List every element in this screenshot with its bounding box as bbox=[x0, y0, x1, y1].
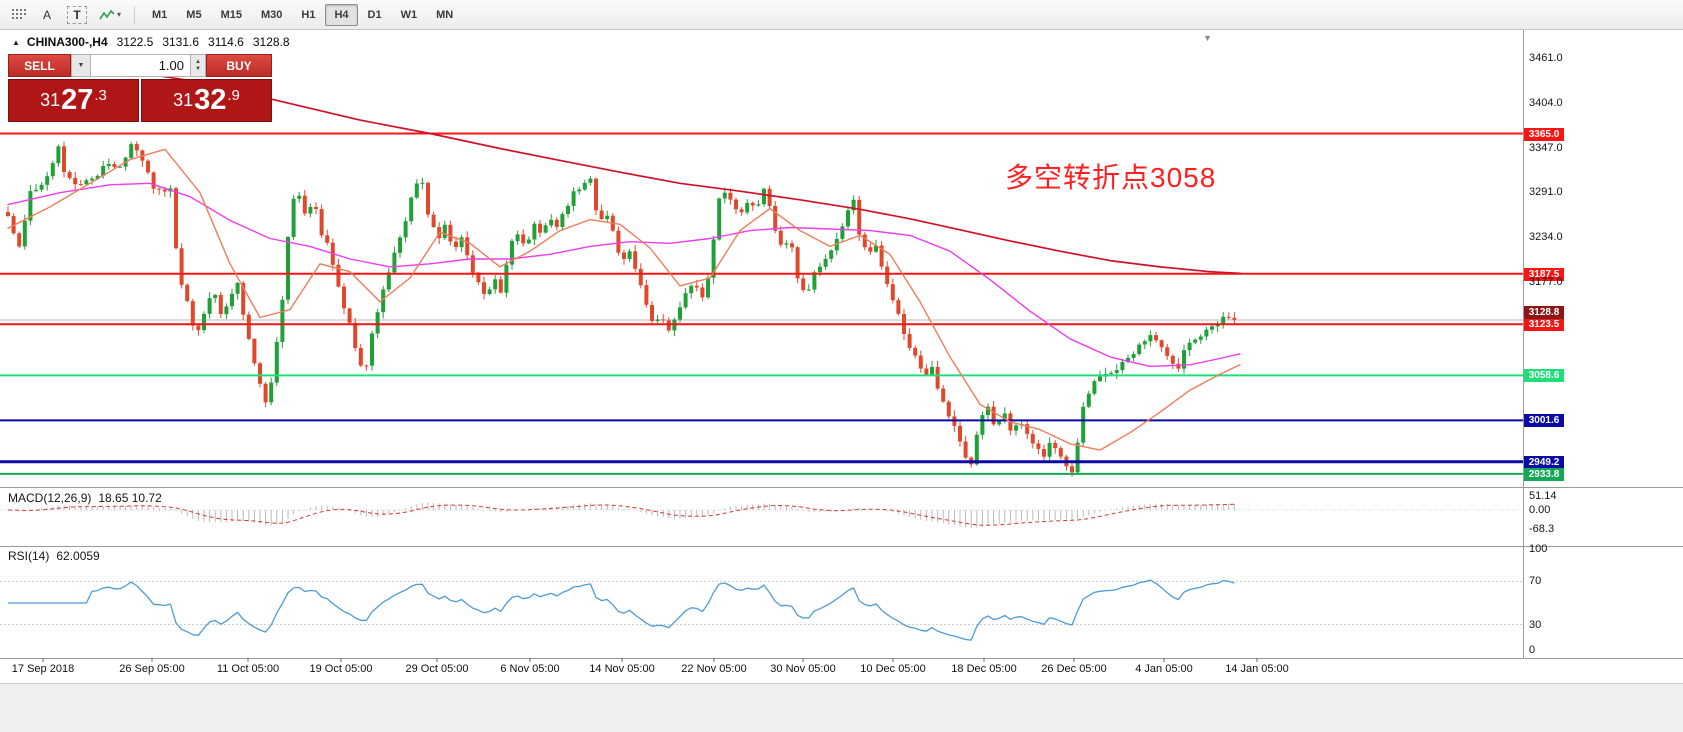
indicators-button[interactable]: ▾ bbox=[94, 4, 126, 26]
rsi-line bbox=[8, 579, 1235, 641]
buy-button[interactable]: BUY bbox=[206, 54, 272, 77]
timeframe-m15-button[interactable]: M15 bbox=[220, 8, 242, 21]
grid-pattern-button[interactable] bbox=[6, 4, 32, 26]
text-tool-label: T bbox=[67, 5, 87, 24]
rsi-value: 62.0059 bbox=[56, 549, 100, 563]
timeframe-m1-button[interactable]: M1 bbox=[152, 8, 168, 21]
spinner-up-icon: ▲ bbox=[195, 58, 201, 65]
text-tool-button[interactable]: T bbox=[62, 4, 92, 26]
timeframe-mn-button[interactable]: MN bbox=[436, 8, 454, 21]
timeframe-group: M1 M5 M15 M30 H1 H4 D1 W1 MN bbox=[143, 3, 462, 26]
toolbar: A T ▾ M1 M5 M15 M30 H1 H4 D1 W1 MN bbox=[0, 0, 1683, 30]
combo-arrow-icon: ▼ bbox=[77, 62, 85, 69]
buy-price-head: 31 bbox=[173, 90, 194, 110]
timeframe-h1-button[interactable]: H1 bbox=[301, 8, 316, 21]
toolbar-separator bbox=[134, 5, 136, 24]
volume-dropdown-button[interactable]: ▼ bbox=[71, 54, 91, 77]
volume-input[interactable] bbox=[91, 54, 191, 77]
grid-dots-icon bbox=[12, 8, 26, 19]
chart-header: ▲ CHINA300-,H4 3122.5 3131.6 3114.6 3128… bbox=[12, 35, 290, 49]
buy-price-big: 32 bbox=[194, 84, 227, 116]
sell-price-big: 27 bbox=[61, 84, 94, 116]
ohlc-low-value: 3114.6 bbox=[208, 35, 244, 49]
ma-mid-line bbox=[7, 182, 1241, 368]
ohlc-open-value: 3122.5 bbox=[116, 35, 154, 49]
trade-panel-controls: SELL ▼ ▲ ▼ BUY bbox=[8, 54, 272, 77]
buy-price-frac: .9 bbox=[227, 87, 240, 104]
timeframe-h4-button[interactable]: H4 bbox=[325, 3, 358, 26]
ohlc-high-value: 3131.6 bbox=[162, 35, 200, 49]
macd-indicator-label: MACD(12,26,9) 18.65 10.72 bbox=[8, 491, 162, 505]
one-click-trade-panel: SELL ▼ ▲ ▼ BUY 31 27 .3 31 bbox=[8, 54, 272, 122]
one-click-collapse-button[interactable]: ▲ bbox=[12, 37, 20, 47]
chart-window[interactable]: 3365.0 3187.5 3123.5 3058.6 3001.6 2949.2 2933… bbox=[0, 30, 1683, 683]
macd-signal-line bbox=[7, 503, 1235, 526]
sell-button[interactable]: SELL bbox=[8, 54, 71, 77]
ma-fast-line bbox=[7, 148, 1241, 451]
macd-title: MACD(12,26,9) bbox=[8, 491, 92, 505]
price-chart-svg[interactable] bbox=[0, 30, 1683, 683]
volume-stepper[interactable]: ▲ ▼ bbox=[191, 54, 206, 77]
sell-price-head: 31 bbox=[40, 90, 61, 110]
spinner-down-icon: ▼ bbox=[195, 65, 201, 72]
timeframe-w1-button[interactable]: W1 bbox=[400, 8, 418, 21]
chart-shift-icon[interactable]: ▼ bbox=[1203, 33, 1212, 43]
macd-values: 18.65 10.72 bbox=[98, 491, 162, 505]
timeframe-m5-button[interactable]: M5 bbox=[186, 8, 202, 21]
trade-panel-prices: 31 27 .3 31 32 .9 bbox=[8, 79, 272, 122]
rsi-title: RSI(14) bbox=[8, 549, 50, 563]
buy-price-box[interactable]: 31 32 .9 bbox=[141, 79, 272, 122]
timeframe-d1-button[interactable]: D1 bbox=[367, 8, 382, 21]
ma-slow-line bbox=[119, 68, 1241, 275]
window-bottom-area bbox=[0, 683, 1683, 732]
dropdown-chevron-icon: ▾ bbox=[117, 10, 122, 19]
cursor-tool-button[interactable]: A bbox=[42, 7, 51, 22]
sell-price-box[interactable]: 31 27 .3 bbox=[8, 79, 139, 122]
ohlc-close-value: 3128.8 bbox=[252, 35, 290, 49]
rsi-indicator-label: RSI(14) 62.0059 bbox=[8, 549, 100, 563]
annotation-text: 多空转折点3058 bbox=[1005, 162, 1217, 193]
sell-price-frac: .3 bbox=[94, 87, 107, 104]
symbol-label: CHINA300-,H4 bbox=[26, 35, 108, 49]
indicator-zigzag-icon bbox=[99, 9, 115, 19]
timeframe-m30-button[interactable]: M30 bbox=[260, 8, 283, 21]
